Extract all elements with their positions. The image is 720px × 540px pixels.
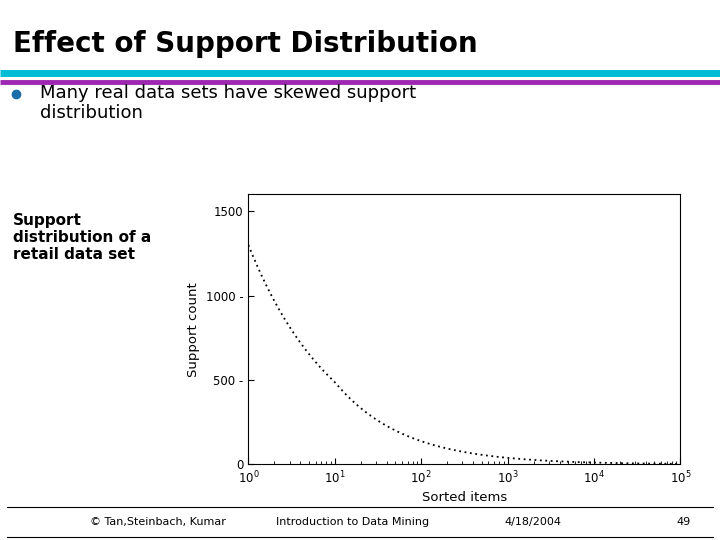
X-axis label: Sorted items: Sorted items [422, 491, 507, 504]
Text: 49: 49 [677, 517, 691, 527]
Text: 4/18/2004: 4/18/2004 [504, 517, 562, 527]
Text: Many real data sets have skewed support
distribution: Many real data sets have skewed support … [40, 84, 415, 123]
Y-axis label: Support count: Support count [187, 282, 200, 377]
Text: Effect of Support Distribution: Effect of Support Distribution [13, 30, 477, 58]
Text: Introduction to Data Mining: Introduction to Data Mining [276, 517, 429, 527]
Text: © Tan,Steinbach, Kumar: © Tan,Steinbach, Kumar [91, 517, 226, 527]
Text: Support
distribution of a
retail data set: Support distribution of a retail data se… [13, 213, 151, 262]
